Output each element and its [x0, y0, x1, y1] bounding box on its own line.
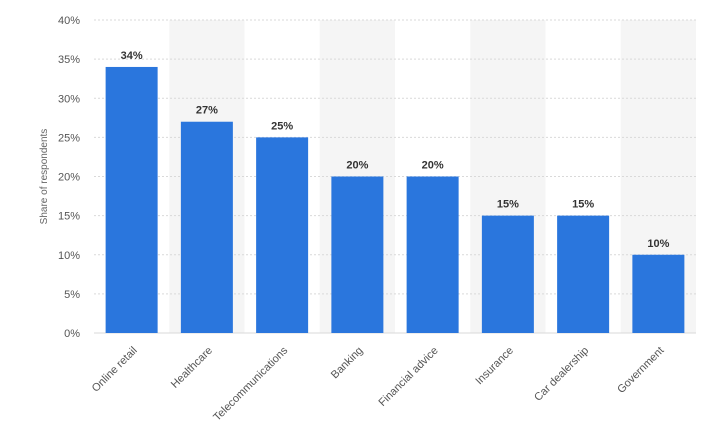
y-tick-label: 20% — [58, 172, 80, 184]
category-label: Financial advice — [376, 345, 440, 409]
y-tick-label: 10% — [58, 250, 80, 262]
y-tick-label: 25% — [58, 132, 80, 144]
bar-healthcare[interactable] — [180, 121, 233, 333]
category-label: Car dealership — [532, 345, 591, 404]
bar-financial-advice[interactable] — [406, 176, 459, 334]
data-label: 10% — [647, 238, 669, 250]
category-label: Insurance — [473, 345, 516, 388]
category-label: Healthcare — [169, 345, 215, 391]
data-labels: 34% 27% 25% 20% 20% 15% 15% 10% — [121, 50, 670, 250]
data-label: 27% — [196, 105, 218, 117]
data-label: 25% — [271, 120, 293, 132]
bars — [105, 66, 685, 334]
y-tick-label: 35% — [58, 54, 80, 66]
bar-telecommunications[interactable] — [256, 137, 309, 333]
bar-banking[interactable] — [331, 176, 384, 334]
data-label: 15% — [497, 199, 519, 211]
category-label: Banking — [329, 345, 366, 382]
data-label: 20% — [422, 160, 444, 172]
y-axis-title: Share of respondents — [39, 129, 50, 225]
category-labels: Online retail HealthcareTelecommunication… — [90, 344, 667, 423]
category-label: Telecommunications — [211, 344, 290, 423]
category-label: Government — [615, 345, 666, 396]
data-label: 15% — [572, 199, 594, 211]
bar-online-retail[interactable] — [105, 66, 158, 333]
y-tick-label: 15% — [58, 211, 80, 223]
y-tick-label: 30% — [58, 93, 80, 105]
data-label: 20% — [346, 160, 368, 172]
y-tick-label: 40% — [58, 15, 80, 27]
data-label: 34% — [121, 50, 143, 62]
y-axis-ticks: 0% 5% 10% 15% 20% 25% 30% 35% 40% — [58, 15, 80, 340]
bar-car-dealership[interactable] — [557, 215, 610, 333]
y-tick-label: 5% — [64, 289, 80, 301]
y-tick-label: 0% — [64, 328, 80, 340]
bar-government[interactable] — [632, 254, 685, 333]
bar-insurance[interactable] — [481, 215, 534, 333]
category-label: Online retail — [90, 345, 140, 395]
